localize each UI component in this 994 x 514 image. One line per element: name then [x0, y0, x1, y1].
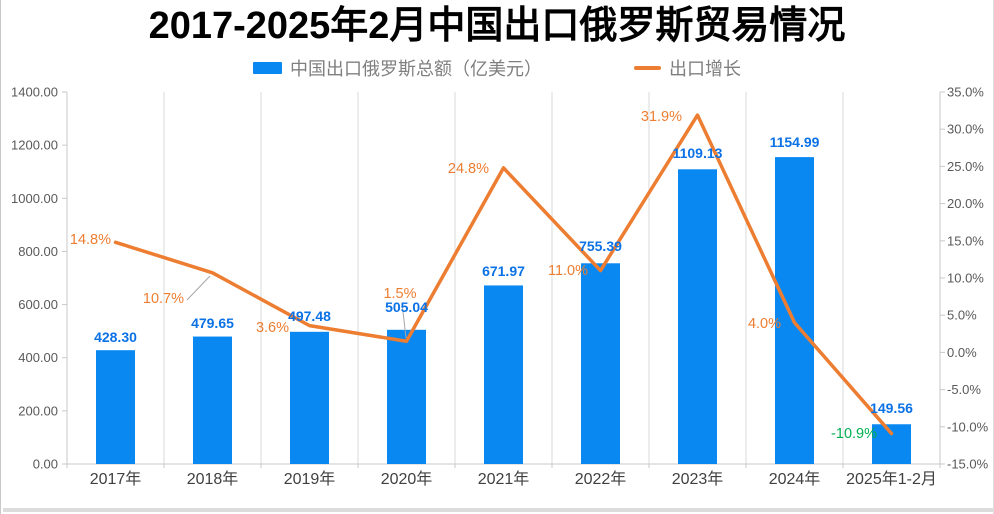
category-label: 2019年	[284, 470, 336, 488]
bar-2024年	[775, 157, 814, 464]
line-point-label: 4.0%	[748, 316, 781, 332]
left-axis-tick-label: 1200.00	[11, 138, 58, 153]
bar-2018年	[193, 336, 232, 464]
line-point-label: 14.8%	[70, 232, 111, 248]
bar-2020年	[387, 329, 426, 464]
right-axis-tick-label: -15.0%	[947, 457, 989, 472]
left-axis-tick-label: 1000.00	[11, 191, 58, 206]
legend-label-export-growth: 出口增长	[669, 59, 741, 79]
label-leader-line	[401, 302, 407, 339]
bar-value-label: 505.04	[385, 299, 428, 315]
chart-title: 2017-2025年2月中国出口俄罗斯贸易情况	[148, 5, 846, 47]
category-label: 2017年	[90, 470, 142, 488]
line-point-label: 1.5%	[383, 286, 416, 302]
left-axis-tick-label: 600.00	[18, 297, 58, 312]
label-leader-line	[186, 275, 211, 301]
left-axis-tick-label: 1400.00	[11, 85, 58, 100]
bar-value-label: 479.65	[191, 315, 234, 331]
category-label: 2023年	[672, 470, 724, 488]
right-axis-tick-label: 10.0%	[947, 271, 984, 286]
line-point-label: 24.8%	[448, 161, 489, 177]
right-axis-tick-label: -10.0%	[947, 419, 989, 434]
line-point-label: 3.6%	[256, 320, 289, 336]
right-axis-tick-label: 30.0%	[947, 122, 984, 137]
line-point-label: -10.9%	[831, 426, 877, 442]
left-axis-tick-label: 0.00	[33, 457, 58, 472]
line-point-label: 31.9%	[641, 109, 682, 125]
category-label: 2021年	[478, 470, 530, 488]
bar-2017年	[96, 350, 135, 464]
bar-value-label: 671.97	[482, 263, 525, 279]
category-label: 2022年	[575, 470, 627, 488]
bar-value-label: 428.30	[94, 329, 137, 345]
category-label: 2025年1-2月	[846, 470, 937, 488]
legend-item-export-total: 中国出口俄罗斯总额（亿美元）	[253, 55, 542, 81]
left-axis-tick-label: 400.00	[18, 350, 58, 365]
bar-2025年1-2月	[872, 424, 911, 464]
growth-line	[113, 113, 894, 436]
left-axis-tick-label: 200.00	[18, 403, 58, 418]
right-axis-tick-label: 15.0%	[947, 233, 984, 248]
chart-legend: 中国出口俄罗斯总额（亿美元） 出口增长	[1, 56, 993, 80]
right-axis-tick-label: -5.0%	[947, 382, 981, 397]
right-axis-tick-label: 35.0%	[947, 85, 984, 100]
right-axis-tick-label: 20.0%	[947, 196, 984, 211]
category-label: 2024年	[769, 470, 821, 488]
bar-series-swatch-icon	[253, 62, 282, 74]
right-axis-tick-label: 5.0%	[947, 308, 977, 323]
right-axis-tick-label: 25.0%	[947, 159, 984, 174]
bar-2019年	[290, 331, 329, 464]
category-label: 2020年	[381, 470, 433, 488]
legend-item-export-growth: 出口增长	[634, 55, 741, 81]
line-point-label: 10.7%	[143, 291, 184, 307]
window-bottom-border	[3, 508, 993, 512]
bar-2021年	[484, 285, 523, 464]
left-axis-tick-label: 800.00	[18, 244, 58, 259]
line-series-swatch-icon	[634, 66, 661, 70]
bar-value-label: 497.48	[288, 308, 331, 324]
bar-value-label: 1154.99	[770, 134, 820, 150]
category-label: 2018年	[187, 470, 239, 488]
line-point-label: 11.0%	[548, 263, 588, 279]
bar-2022年	[581, 263, 620, 464]
bar-value-label: 1109.13	[673, 145, 723, 161]
bar-value-label: 755.39	[579, 238, 622, 254]
bar-2023年	[678, 169, 717, 464]
right-axis-tick-label: 0.0%	[947, 345, 977, 360]
legend-label-export-total: 中国出口俄罗斯总额（亿美元）	[290, 59, 542, 79]
bar-value-label: 149.56	[870, 400, 913, 416]
